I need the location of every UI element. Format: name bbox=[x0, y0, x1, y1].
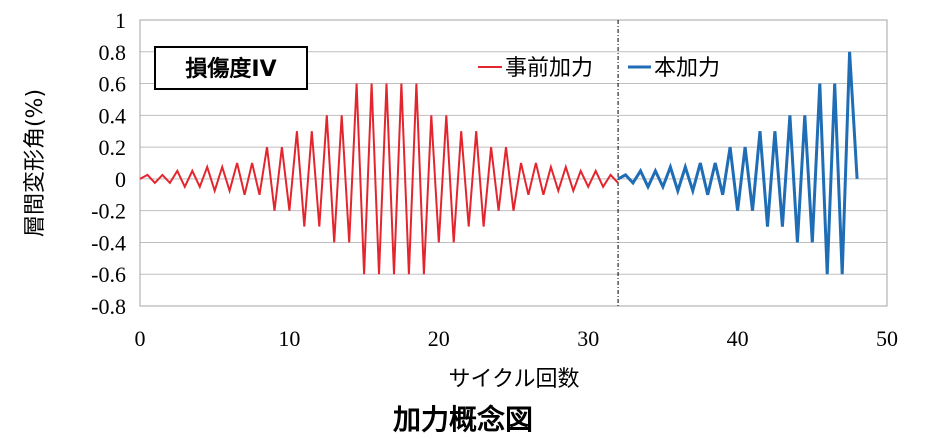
x-tick-label: 40 bbox=[727, 326, 749, 351]
x-tick-label: 20 bbox=[428, 326, 450, 351]
y-tick-label: 0.2 bbox=[99, 135, 127, 160]
x-tick-labels: 0 10 20 30 40 50 bbox=[135, 326, 899, 351]
series-line-main-load bbox=[617, 51, 859, 275]
x-tick-label: 50 bbox=[876, 326, 898, 351]
load-concept-chart: 1 0.8 0.6 0.4 0.2 0 -0.2 -0.4 -0.6 -0.8 0 10 20 30 40… bbox=[23, 8, 899, 392]
x-axis-title: サイクル回数 bbox=[449, 367, 580, 392]
y-tick-label: 0.6 bbox=[99, 72, 127, 97]
series-layer bbox=[139, 51, 859, 275]
y-tick-labels: 1 0.8 0.6 0.4 0.2 0 -0.2 -0.4 -0.6 -0.8 bbox=[91, 8, 126, 319]
y-tick-label: -0.2 bbox=[91, 199, 126, 224]
legend-label-pre-load: 事前加力 bbox=[505, 56, 593, 81]
y-tick-label: 0.8 bbox=[99, 40, 127, 65]
annotation-box bbox=[154, 46, 308, 90]
y-tick-label: 0 bbox=[115, 167, 126, 192]
legend: 事前加力 本加力 bbox=[478, 56, 720, 81]
x-tick-label: 0 bbox=[135, 326, 146, 351]
y-tick-label: -0.6 bbox=[91, 262, 126, 287]
y-tick-label: -0.8 bbox=[91, 294, 126, 319]
y-tick-label: 1 bbox=[115, 8, 126, 33]
series-line-pre-load bbox=[139, 83, 619, 275]
legend-label-main-load: 本加力 bbox=[654, 56, 720, 81]
y-tick-label: -0.4 bbox=[91, 230, 126, 255]
annotation-label: 損傷度IV bbox=[185, 56, 276, 82]
x-tick-label: 10 bbox=[278, 326, 300, 351]
figure-caption: 加力概念図 bbox=[392, 403, 533, 436]
x-tick-label: 30 bbox=[577, 326, 599, 351]
plot-frame bbox=[139, 19, 888, 307]
y-tick-label: 0.4 bbox=[99, 103, 127, 128]
y-axis-title: 層間変形角(%) bbox=[23, 89, 48, 237]
